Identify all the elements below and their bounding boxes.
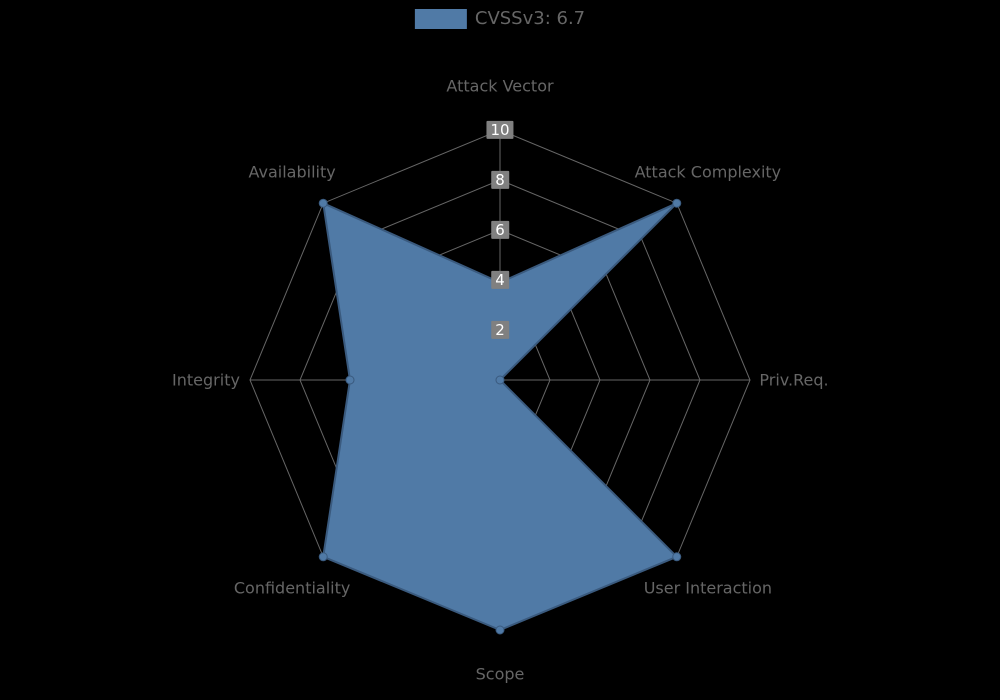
scale-tick-label: 4 xyxy=(491,271,509,289)
chart-container: { "chart": { "type": "radar", "backgroun… xyxy=(0,0,1000,700)
axis-label: Availability xyxy=(249,163,336,182)
legend-label: CVSSv3: 6.7 xyxy=(475,8,585,29)
legend: CVSSv3: 6.7 xyxy=(415,8,585,29)
axis-label: Confidentiality xyxy=(234,578,350,597)
axis-label: Attack Complexity xyxy=(635,163,782,182)
scale-tick-label: 6 xyxy=(491,221,509,239)
legend-swatch xyxy=(415,9,467,29)
scale-tick-label: 8 xyxy=(491,171,509,189)
axis-label: Attack Vector xyxy=(446,77,553,96)
axis-label: User Interaction xyxy=(644,578,772,597)
radar-chart xyxy=(0,0,1000,700)
axis-label: Priv.Req. xyxy=(759,371,828,390)
scale-tick-label: 2 xyxy=(491,321,509,339)
axis-label: Integrity xyxy=(172,371,240,390)
scale-tick-label: 10 xyxy=(486,121,513,139)
axis-label: Scope xyxy=(476,665,525,684)
